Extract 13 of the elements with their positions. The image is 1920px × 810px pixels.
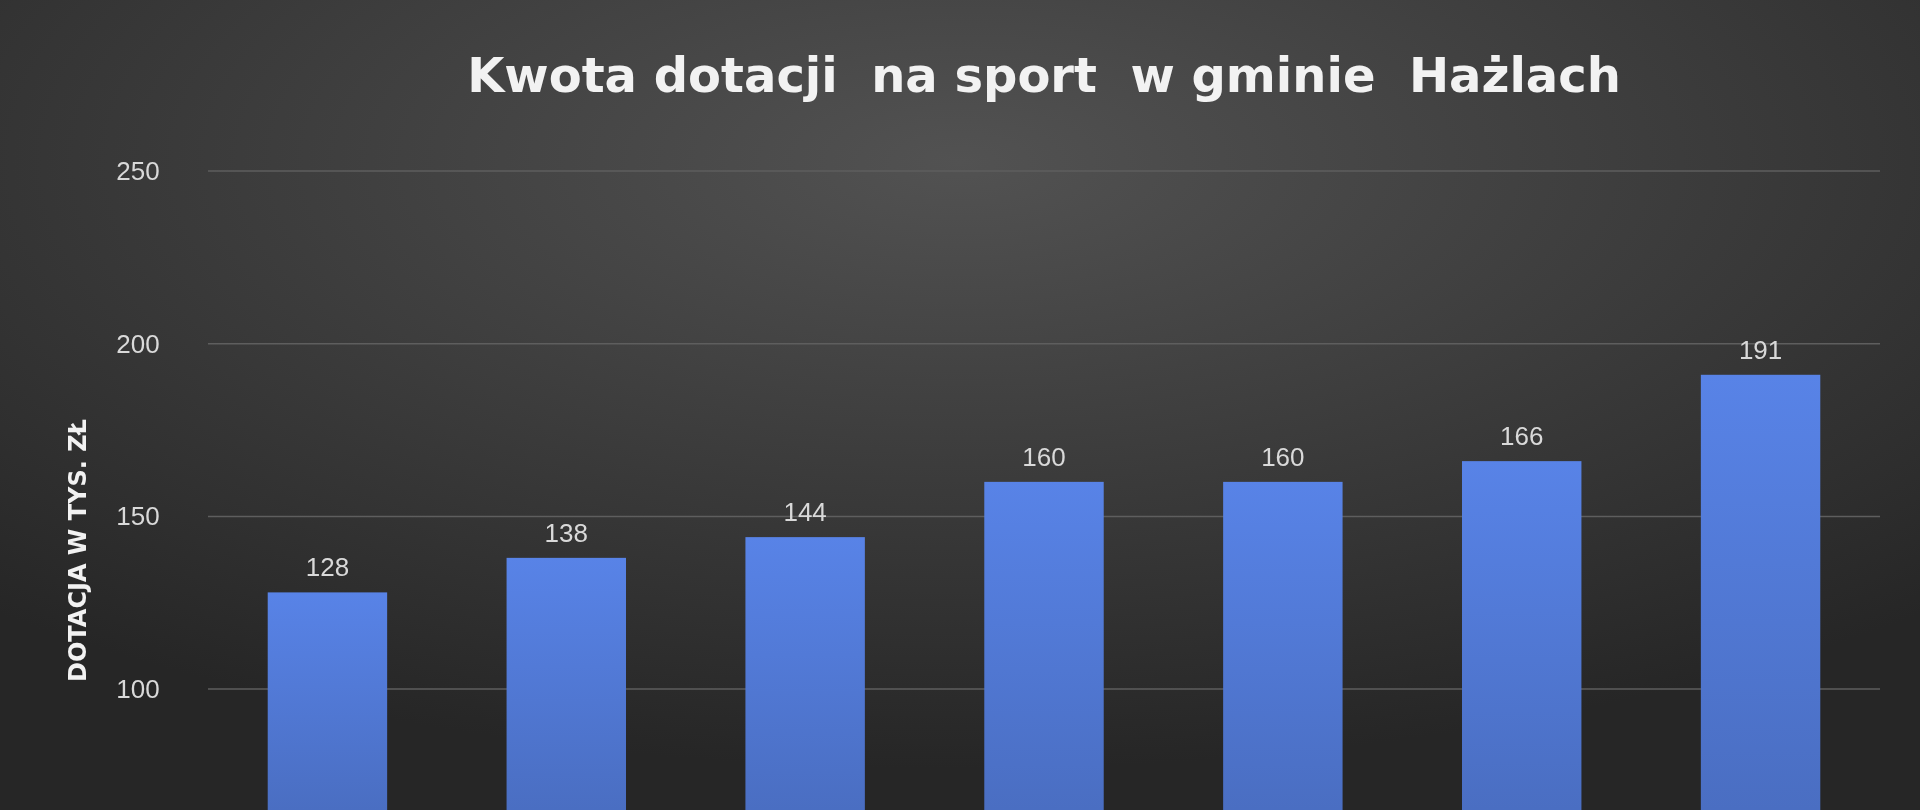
y-tick-label: 250 bbox=[116, 156, 160, 186]
data-label: 166 bbox=[1500, 421, 1544, 452]
y-tick-label: 100 bbox=[116, 674, 160, 705]
data-label: 138 bbox=[544, 517, 588, 548]
data-label: 160 bbox=[1022, 441, 1066, 472]
data-label: 128 bbox=[305, 552, 350, 583]
y-axis-title: DOTACJA W TYS. ZŁ bbox=[64, 418, 92, 683]
data-label: 191 bbox=[1738, 334, 1783, 365]
y-tick-label: 200 bbox=[116, 328, 160, 359]
data-label: 160 bbox=[1261, 441, 1305, 472]
y-tick-label: 150 bbox=[116, 501, 160, 532]
data-label: 144 bbox=[783, 497, 827, 528]
chart-title: Kwota dotacji na sport w gminie Hażlach bbox=[467, 47, 1621, 103]
